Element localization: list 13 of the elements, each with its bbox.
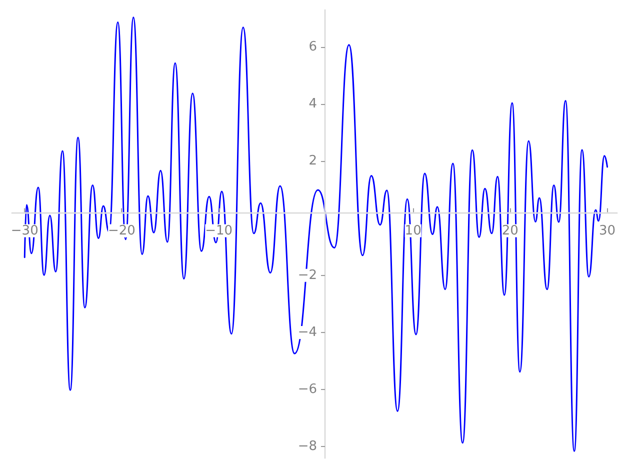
x-tick-label: −30 bbox=[10, 223, 38, 238]
x-tick-label: −20 bbox=[108, 223, 136, 238]
y-tick-label: −6 bbox=[298, 382, 317, 398]
y-tick-label: 6 bbox=[308, 40, 317, 55]
y-tick-label: 4 bbox=[308, 96, 317, 112]
x-tick-label: −10 bbox=[205, 223, 233, 238]
x-tick-label: 10 bbox=[404, 223, 422, 238]
x-tick-label: 20 bbox=[502, 223, 518, 238]
y-tick-label: −4 bbox=[298, 324, 317, 340]
y-tick-label: −2 bbox=[298, 268, 317, 283]
x-tick-label: 30 bbox=[599, 223, 616, 238]
y-tick-label: −8 bbox=[298, 439, 317, 454]
y-tick-label: 2 bbox=[308, 154, 317, 169]
